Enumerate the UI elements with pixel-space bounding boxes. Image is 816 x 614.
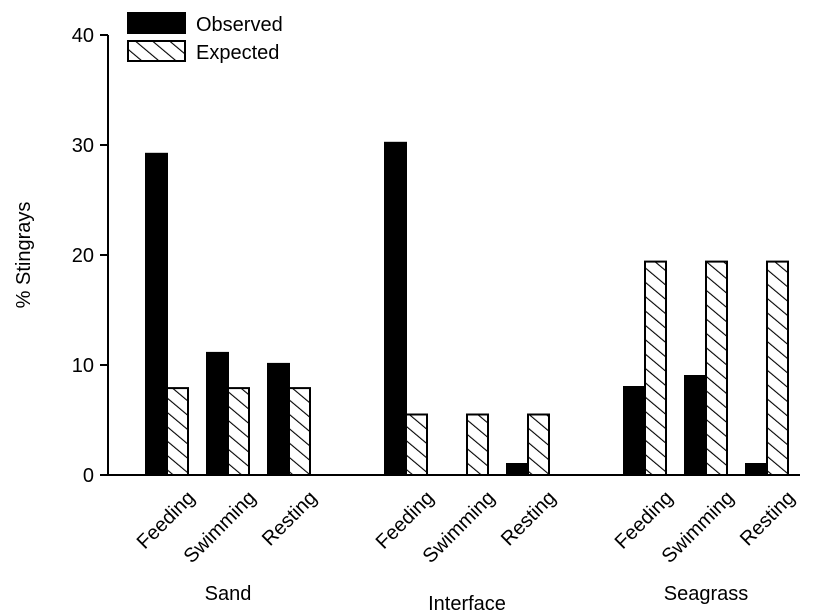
bar-expected-interface-resting [527, 413, 550, 476]
group-label-seagrass: Seagrass [664, 583, 749, 605]
y-axis-label: % Stingrays [13, 202, 35, 309]
bar-observed-seagrass-feeding [623, 386, 646, 476]
bar-expected-sand-feeding [166, 387, 189, 477]
legend-label-expected: Expected [196, 42, 279, 64]
bars [145, 141, 789, 477]
y-tick-label: 20 [72, 245, 94, 267]
bar-observed-seagrass-resting [745, 463, 768, 476]
bar-observed-interface-resting [506, 463, 529, 476]
legend-label-observed: Observed [196, 14, 283, 36]
bar-observed-sand-feeding [145, 152, 168, 477]
group-label-interface: Interface [428, 593, 506, 614]
bar-observed-sand-swimming [206, 351, 229, 476]
bar-expected-sand-resting [288, 387, 311, 477]
y-tick-label: 40 [72, 25, 94, 47]
bar-expected-sand-swimming [227, 387, 250, 477]
bar-expected-seagrass-resting [766, 260, 789, 476]
legend: Observed Expected [127, 12, 283, 64]
bar-expected-interface-feeding [405, 413, 428, 476]
legend-swatch-expected [127, 40, 186, 62]
x-tick-labels: FeedingSwimmingRestingSandFeedingSwimmin… [133, 487, 800, 614]
x-tick-label-resting: Resting [736, 487, 800, 551]
y-tick-label: 30 [72, 135, 94, 157]
y-tick-label: 0 [83, 465, 94, 487]
bar-expected-interface-swimming [466, 413, 489, 476]
group-label-sand: Sand [205, 583, 252, 605]
y-tick-label: 10 [72, 355, 94, 377]
bar-observed-sand-resting [267, 362, 290, 476]
x-tick-label-resting: Resting [497, 487, 561, 551]
bar-observed-seagrass-swimming [684, 375, 707, 476]
bar-expected-seagrass-swimming [705, 260, 728, 476]
legend-swatch-observed [127, 12, 186, 34]
x-tick-label-resting: Resting [258, 487, 322, 551]
bar-observed-interface-feeding [384, 141, 407, 477]
bar-expected-seagrass-feeding [644, 260, 667, 476]
